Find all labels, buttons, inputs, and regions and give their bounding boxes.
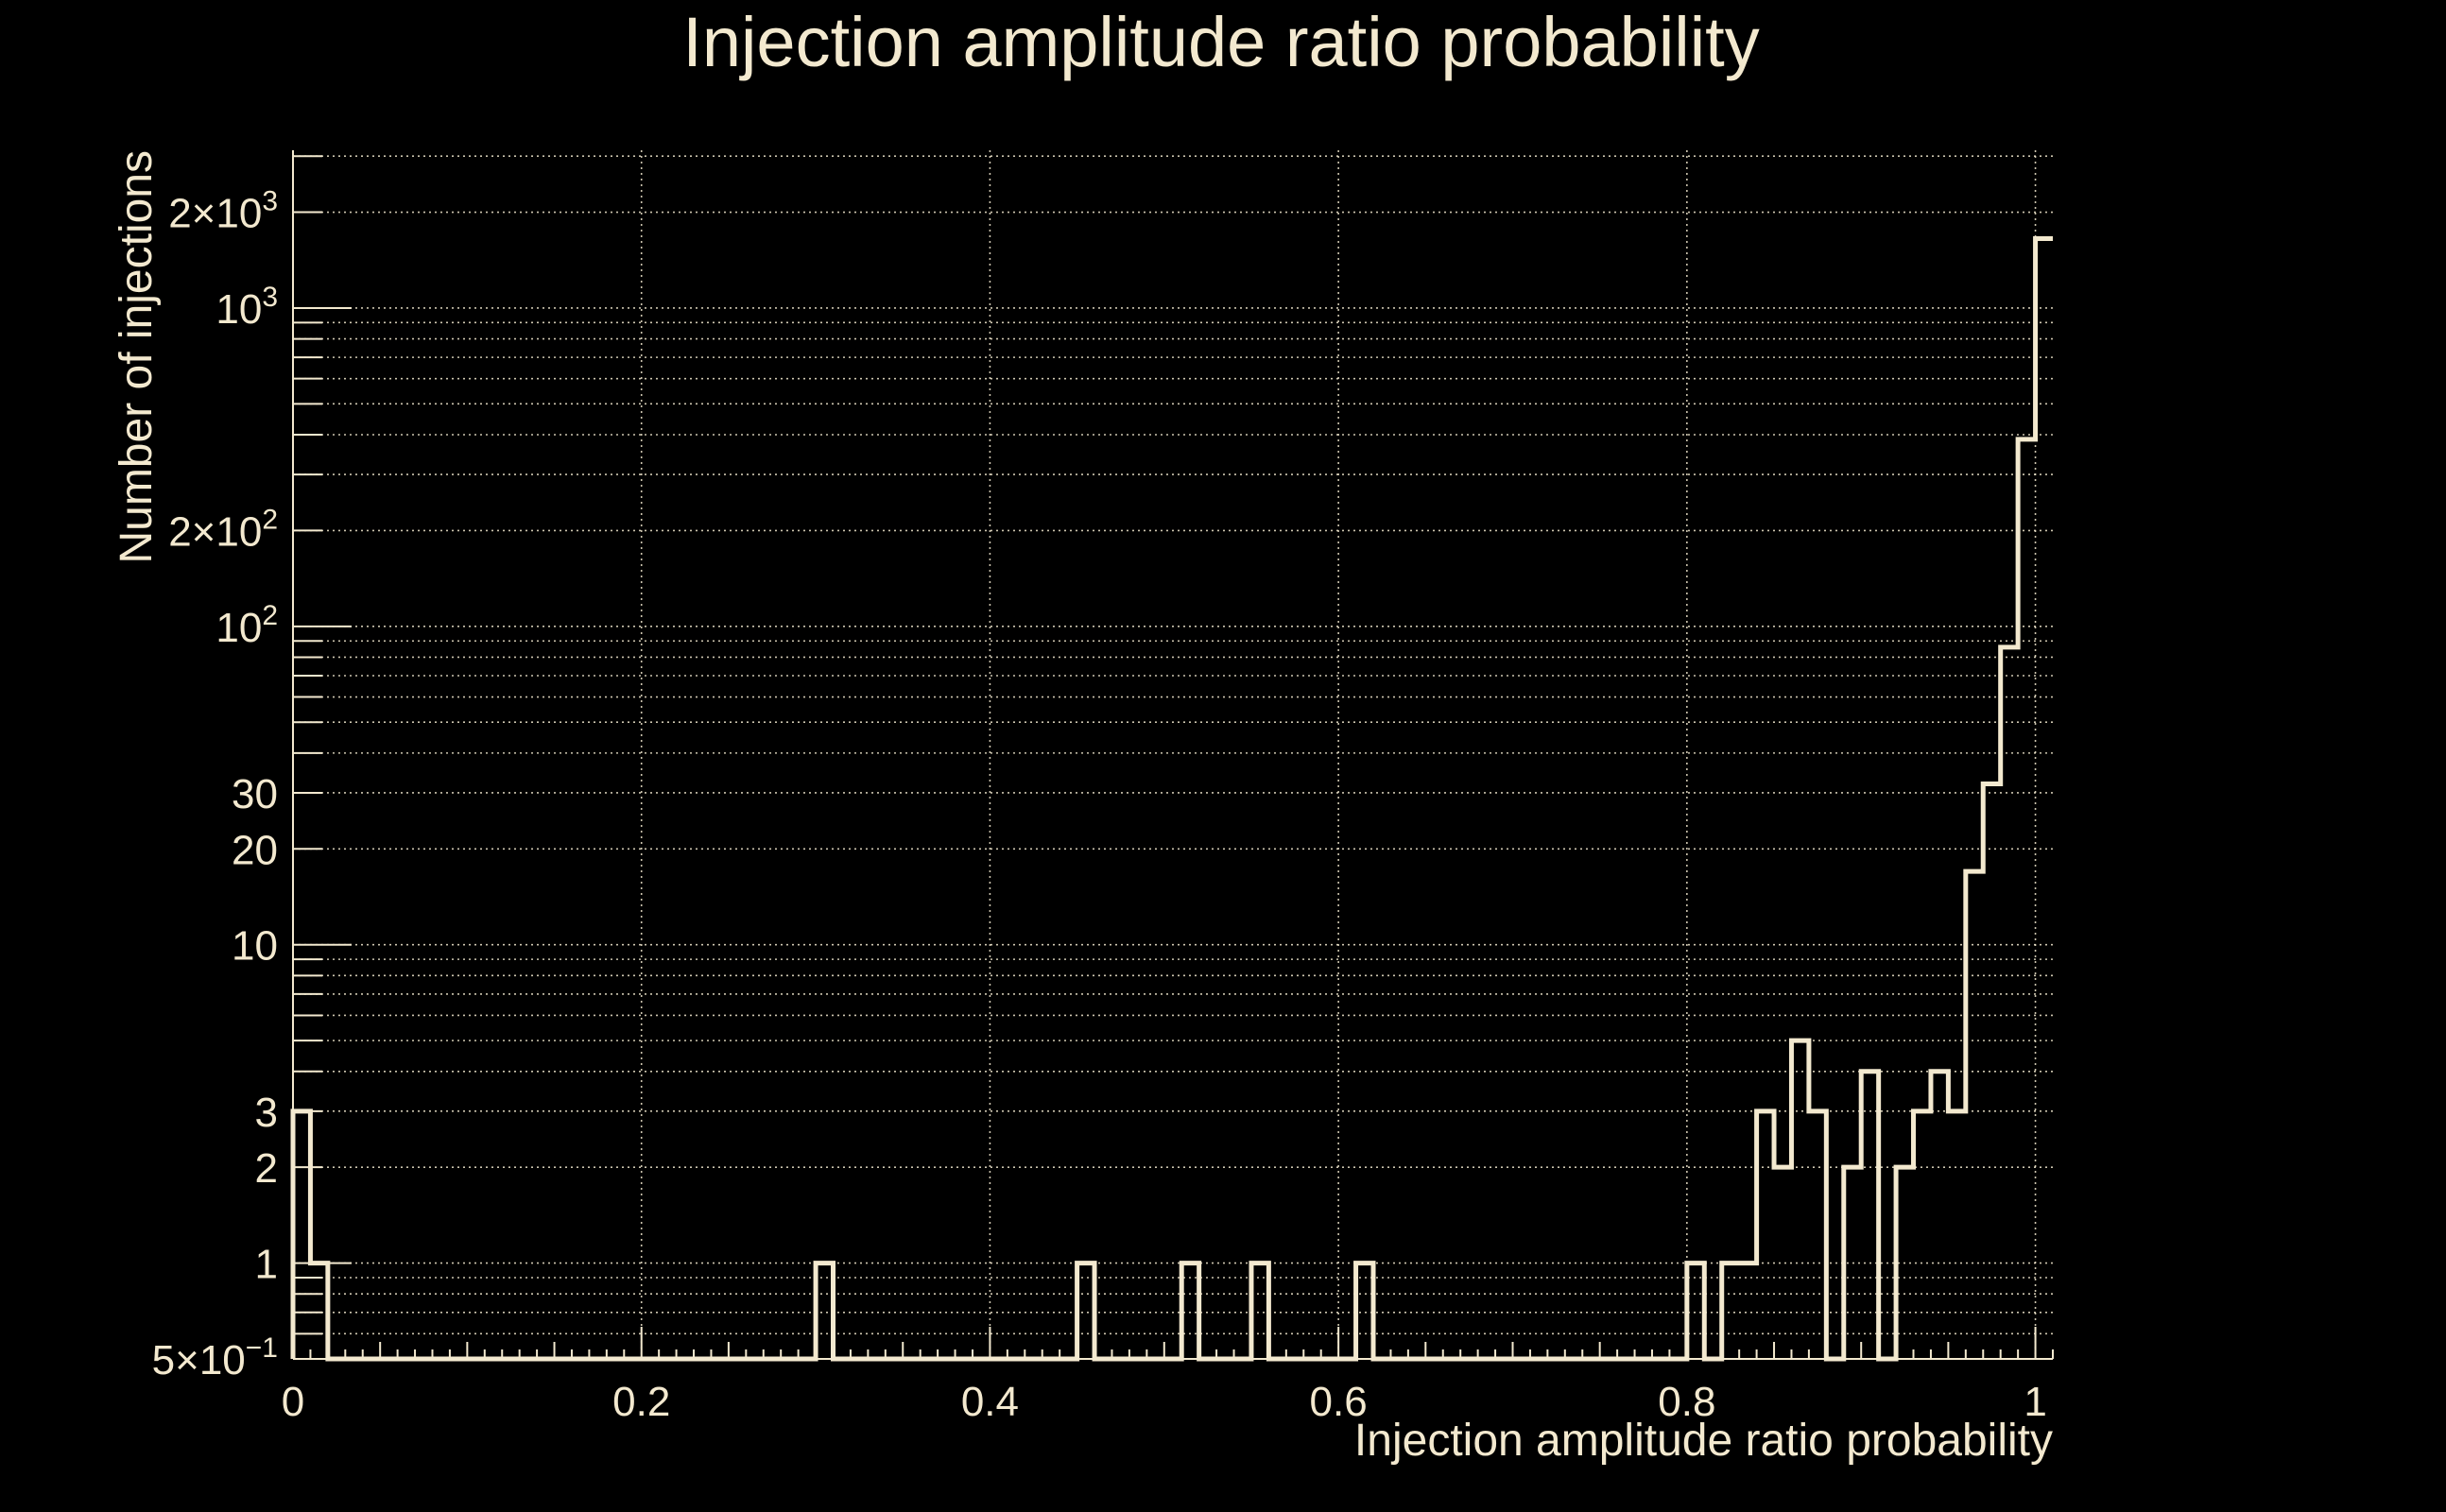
histogram-bin [1983,784,2000,1359]
axes [292,150,2054,1360]
histogram-bin [2018,439,2035,1359]
y-tick-label: 5×10−1 [152,1332,278,1383]
histogram-bin [1722,1263,1739,1359]
y-tick-label: 30 [232,771,278,817]
x-tick-label: 1 [2024,1379,2046,1425]
histogram-bin [1077,1263,1094,1359]
y-tick-label: 103 [215,282,278,333]
y-axis-title: Number of injections [112,150,162,564]
x-tick-label: 0.8 [1658,1379,1715,1425]
y-tick-label: 2×102 [168,504,278,555]
histogram-bin [1948,1111,1965,1359]
histogram-bin [1931,1072,1948,1359]
histogram-bin [1774,1167,1791,1359]
y-tick-label: 20 [232,827,278,873]
histogram-bin [2001,647,2018,1359]
x-axis-title: Injection amplitude ratio probability [1354,1416,2053,1466]
histogram-bin [2036,238,2053,1359]
tick-labels: 0 0.2 0.4 0.6 0.8 1 5×10−1 1 2 3 10 20 30 102 2×102 103… [152,186,2053,1425]
y-tick-label: 102 [215,600,278,651]
histogram-bin [293,1111,310,1359]
histogram-bin [1757,1111,1774,1359]
x-tick-label: 0.6 [1310,1379,1368,1425]
histogram-bin [1791,1040,1808,1359]
y-tick-label: 3 [255,1090,278,1136]
histogram-bin [1914,1111,1931,1359]
y-tick-label: 10 [232,923,278,970]
histogram-line [290,235,2053,1362]
histogram-bin [1739,1263,1756,1359]
chart-title: Injection amplitude ratio probability [682,3,1759,81]
x-tick-label: 0.4 [961,1379,1019,1425]
histogram-bin [1809,1111,1826,1359]
y-tick-label: 2 [255,1145,278,1192]
histogram-bin [1861,1072,1878,1359]
histogram-bin [1251,1263,1268,1359]
histogram-bin [816,1263,833,1359]
histogram-bin [1966,871,1983,1359]
y-tick-label: 2×103 [168,186,278,237]
x-tick-label: 0 [282,1379,304,1425]
grid-lines [292,150,2053,1360]
x-tick-label: 0.2 [612,1379,670,1425]
y-tick-label: 1 [255,1242,278,1288]
